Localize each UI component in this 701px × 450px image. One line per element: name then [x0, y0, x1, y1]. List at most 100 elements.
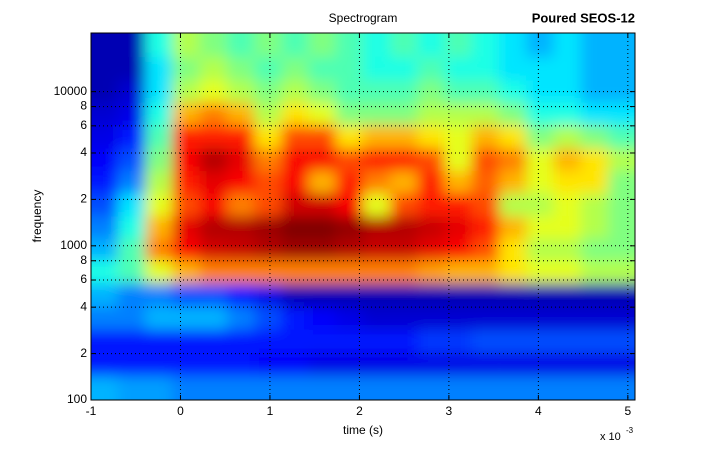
- heat-cell: [444, 238, 473, 261]
- heat-cell: [390, 260, 419, 284]
- heat-cell: [281, 57, 309, 81]
- heat-cell: [281, 170, 309, 194]
- heat-cell: [553, 148, 582, 172]
- heat-cell: [499, 260, 527, 284]
- heat-cell: [254, 57, 283, 81]
- heat-cell: [117, 260, 146, 284]
- heat-cell: [199, 260, 228, 284]
- heat-cell: [254, 148, 283, 172]
- heat-cell: [335, 216, 364, 240]
- heat-cell: [172, 376, 201, 400]
- heat-cell: [553, 216, 582, 240]
- heat-cell: [580, 170, 609, 194]
- heat-cell: [608, 33, 635, 58]
- heat-cell: [91, 102, 119, 126]
- heat-cell: [608, 260, 635, 284]
- heat-cell: [471, 193, 500, 217]
- heat-cell: [145, 33, 173, 58]
- heat-cell: [281, 376, 309, 400]
- y-axis-label: frequency: [30, 190, 44, 243]
- heat-cell: [499, 33, 527, 58]
- heat-cell: [553, 376, 582, 400]
- heat-cell: [308, 376, 337, 400]
- heat-cell: [308, 306, 337, 331]
- heat-cell: [199, 352, 228, 377]
- heat-cell: [417, 33, 445, 58]
- heat-cell: [444, 352, 473, 377]
- heat-cell: [580, 216, 609, 240]
- heat-cell: [117, 306, 146, 331]
- y-tick-label: 10000: [54, 84, 88, 98]
- heat-cell: [471, 148, 500, 172]
- heat-cell: [117, 170, 146, 194]
- heat-cell: [254, 216, 283, 240]
- heat-cell: [172, 260, 201, 284]
- heat-cell: [471, 283, 500, 308]
- heat-cell: [145, 283, 173, 308]
- heat-cell: [91, 329, 119, 354]
- heat-cell: [281, 125, 309, 149]
- heat-cell: [308, 352, 337, 377]
- heat-cell: [172, 352, 201, 377]
- heat-cell: [363, 170, 391, 194]
- heat-cell: [227, 102, 255, 126]
- heat-cell: [145, 57, 173, 81]
- heat-cell: [499, 352, 527, 377]
- heat-cell: [227, 80, 255, 104]
- plot-area: [91, 33, 635, 400]
- heat-cell: [254, 102, 283, 126]
- heat-cell: [390, 148, 419, 172]
- heat-cell: [91, 33, 119, 58]
- heat-cell: [308, 216, 337, 240]
- heat-cell: [308, 329, 337, 354]
- heat-cell: [444, 260, 473, 284]
- heat-cell: [199, 216, 228, 240]
- heat-cell: [281, 148, 309, 172]
- heat-cell: [363, 125, 391, 149]
- heat-cell: [91, 376, 119, 400]
- x-tick-label: 4: [535, 404, 542, 418]
- heat-cell: [281, 329, 309, 354]
- heat-cell: [335, 352, 364, 377]
- heat-cell: [199, 170, 228, 194]
- heat-cell: [608, 306, 635, 331]
- heat-cell: [227, 329, 255, 354]
- heat-cell: [308, 238, 337, 261]
- heat-cell: [199, 283, 228, 308]
- heat-cell: [335, 260, 364, 284]
- heat-cell: [608, 125, 635, 149]
- heat-cell: [117, 329, 146, 354]
- heat-cell: [117, 283, 146, 308]
- heat-cell: [444, 329, 473, 354]
- heat-cell: [145, 352, 173, 377]
- heat-cell: [499, 216, 527, 240]
- heat-cell: [363, 306, 391, 331]
- heat-cell: [608, 376, 635, 400]
- heat-cell: [417, 306, 445, 331]
- heat-cell: [444, 125, 473, 149]
- heat-cell: [417, 216, 445, 240]
- heat-cell: [254, 125, 283, 149]
- heat-cell: [335, 376, 364, 400]
- heat-cell: [363, 238, 391, 261]
- x-tick-label: -1: [86, 404, 97, 418]
- heat-cell: [553, 238, 582, 261]
- heat-cell: [145, 193, 173, 217]
- heat-cell: [608, 148, 635, 172]
- heat-cell: [227, 376, 255, 400]
- x-tick-label: 1: [267, 404, 274, 418]
- heat-cell: [417, 329, 445, 354]
- heat-cell: [308, 148, 337, 172]
- chart-title: Spectrogram: [329, 11, 398, 25]
- heat-cell: [526, 306, 555, 331]
- heatmap: [91, 33, 635, 400]
- heat-cell: [254, 306, 283, 331]
- heat-cell: [91, 170, 119, 194]
- heat-cell: [390, 170, 419, 194]
- heat-cell: [335, 80, 364, 104]
- heat-cell: [145, 102, 173, 126]
- heat-cell: [553, 57, 582, 81]
- heat-cell: [390, 306, 419, 331]
